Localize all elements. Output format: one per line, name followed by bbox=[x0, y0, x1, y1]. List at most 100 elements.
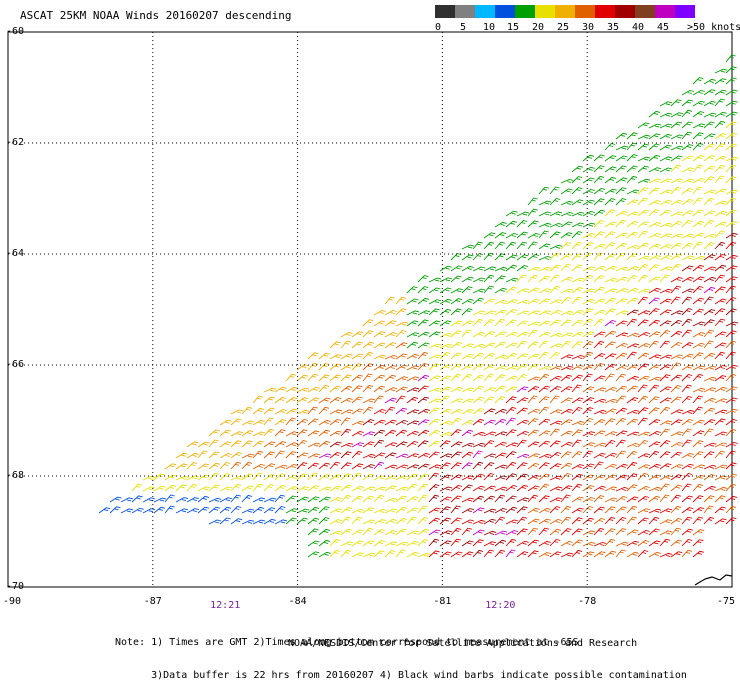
wind-barb bbox=[626, 297, 638, 305]
wind-barb bbox=[615, 352, 628, 360]
wind-barb bbox=[571, 165, 584, 173]
wind-barb bbox=[692, 276, 705, 283]
wind-barb bbox=[362, 473, 375, 481]
wind-barb bbox=[307, 418, 319, 426]
wind-barb bbox=[626, 132, 638, 140]
wind-barb bbox=[505, 485, 518, 492]
wind-barb bbox=[725, 121, 737, 129]
wind-barb bbox=[659, 340, 670, 349]
wind-barb bbox=[725, 156, 739, 162]
wind-barb bbox=[725, 164, 737, 173]
wind-barb bbox=[461, 265, 474, 272]
wind-barb bbox=[670, 374, 682, 382]
wind-barb bbox=[395, 386, 408, 393]
wind-barb bbox=[439, 506, 451, 514]
wind-barb bbox=[604, 166, 617, 173]
wind-barb bbox=[296, 508, 310, 514]
wind-barb bbox=[417, 331, 430, 338]
wind-barb bbox=[450, 386, 463, 393]
wind-barb bbox=[395, 353, 408, 360]
wind-barb bbox=[417, 396, 430, 404]
wind-barb bbox=[582, 431, 596, 437]
wind-barb bbox=[714, 386, 727, 393]
wind-barb bbox=[725, 419, 738, 426]
wind-barb bbox=[362, 540, 375, 547]
wind-barb bbox=[725, 89, 738, 96]
wind-barb bbox=[593, 387, 607, 393]
wind-barb bbox=[703, 464, 717, 470]
wind-barb bbox=[318, 462, 331, 470]
wind-barb bbox=[417, 517, 429, 525]
wind-barb bbox=[604, 265, 617, 272]
wind-barb bbox=[604, 452, 617, 459]
wind-barb bbox=[714, 464, 728, 470]
wind-barb bbox=[681, 463, 694, 470]
wind-barb bbox=[714, 409, 728, 415]
wind-barb bbox=[428, 494, 440, 503]
wind-barb bbox=[659, 156, 673, 162]
wind-barb bbox=[571, 496, 584, 503]
wind-barb bbox=[241, 485, 254, 492]
wind-barb bbox=[307, 517, 320, 525]
colorbar-swatch bbox=[535, 5, 555, 18]
wind-barb bbox=[593, 220, 605, 228]
wind-barb bbox=[670, 296, 681, 305]
wind-barb bbox=[593, 175, 605, 184]
wind-barb bbox=[527, 494, 539, 503]
wind-barb bbox=[648, 441, 661, 448]
wind-barb bbox=[472, 529, 485, 536]
wind-barb bbox=[450, 517, 462, 525]
wind-barb bbox=[714, 133, 727, 140]
wind-barb bbox=[362, 419, 375, 426]
wind-barb bbox=[472, 297, 484, 305]
wind-barb bbox=[384, 452, 397, 459]
wind-barb bbox=[670, 342, 683, 349]
wind-barb bbox=[395, 475, 409, 481]
wind-barb bbox=[593, 243, 606, 250]
wind-barb bbox=[703, 428, 714, 437]
wind-barb bbox=[538, 320, 551, 327]
wind-barb bbox=[692, 255, 706, 261]
wind-barb bbox=[516, 310, 530, 316]
wind-barb bbox=[285, 495, 297, 503]
wind-barb bbox=[714, 398, 728, 404]
wind-barb bbox=[549, 395, 560, 404]
wind-barb bbox=[527, 208, 538, 217]
wind-barb bbox=[384, 387, 398, 393]
wind-barb bbox=[659, 144, 672, 151]
wind-barb bbox=[637, 134, 651, 140]
wind-barb bbox=[692, 507, 705, 514]
wind-barb bbox=[615, 407, 628, 415]
wind-barb bbox=[571, 199, 584, 206]
wind-barb bbox=[692, 178, 705, 184]
wind-barb bbox=[164, 505, 175, 514]
wind-barb bbox=[362, 453, 376, 459]
wind-barb bbox=[439, 462, 451, 470]
wind-barb bbox=[681, 167, 695, 173]
y-tick-label: -60 bbox=[6, 26, 25, 37]
wind-barb bbox=[538, 495, 550, 503]
wind-barb bbox=[582, 288, 596, 294]
wind-barb bbox=[450, 485, 463, 492]
wind-barb bbox=[362, 552, 376, 558]
wind-barb bbox=[703, 296, 714, 305]
wind-barb bbox=[494, 530, 508, 536]
wind-barb bbox=[615, 219, 627, 228]
wind-barb bbox=[538, 473, 550, 481]
wind-barb bbox=[351, 552, 365, 558]
wind-barb bbox=[571, 211, 585, 217]
wind-barb bbox=[494, 486, 508, 492]
wind-barb bbox=[494, 431, 508, 437]
wind-barb bbox=[538, 243, 551, 250]
wind-barb bbox=[263, 417, 274, 426]
wind-barb bbox=[505, 233, 518, 239]
wind-barb bbox=[406, 286, 418, 294]
wind-barb bbox=[626, 484, 638, 492]
wind-barb bbox=[681, 516, 693, 525]
wind-barb bbox=[692, 142, 704, 151]
wind-barb bbox=[318, 496, 331, 503]
wind-barb bbox=[615, 541, 629, 547]
wind-barb bbox=[318, 419, 331, 426]
wind-barb bbox=[472, 473, 485, 481]
wind-barb bbox=[417, 297, 430, 305]
